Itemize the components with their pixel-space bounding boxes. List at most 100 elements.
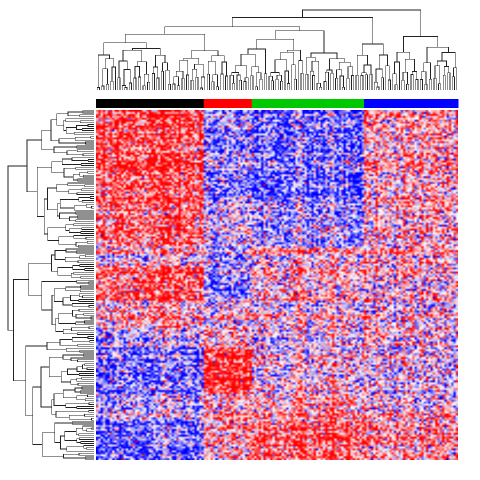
column-dendrogram-branch — [302, 9, 421, 37]
row-dendrogram-branch — [78, 433, 94, 437]
column-dendrogram-branch — [240, 53, 256, 67]
column-dendrogram-branch — [392, 73, 397, 90]
row-dendrogram-branch — [78, 308, 94, 312]
row-dendrogram-branch — [25, 345, 47, 417]
column-dendrogram-branch — [396, 51, 411, 62]
row-dendrogram-branch — [72, 309, 80, 317]
row-dendrogram-branch — [75, 313, 92, 319]
row-dendrogram-branch — [56, 203, 61, 217]
row-dendrogram-branch — [80, 441, 94, 444]
row-dendrogram-branch — [87, 240, 94, 244]
column-dendrogram-branch — [351, 75, 355, 90]
column-dendrogram-branch — [385, 65, 390, 90]
column-dendrogram-branch — [347, 66, 353, 79]
row-dendrogram-branch — [90, 135, 94, 139]
column-dendrogram-branch — [259, 78, 263, 90]
column-dendrogram-branch — [403, 36, 439, 53]
column-dendrogram-branch — [406, 84, 410, 90]
row-dendrogram-branch — [53, 393, 66, 406]
column-dendrogram-branch — [195, 76, 199, 90]
row-dendrogram-branch — [47, 227, 66, 241]
column-dendrogram-branch — [268, 75, 273, 90]
column-dendrogram-branch — [238, 79, 242, 90]
row-dendrogram-branch — [51, 161, 64, 174]
row-dendrogram-branch — [67, 182, 94, 187]
sample-group-2-bar — [203, 99, 253, 108]
row-dendrogram-branch — [58, 312, 76, 324]
column-dendrogram-branch — [104, 58, 115, 69]
column-dendrogram-branch — [250, 75, 254, 90]
sample-group-1-bar — [96, 99, 205, 108]
row-dendrogram-branch — [72, 173, 80, 181]
row-dendrogram-branch — [58, 236, 76, 245]
column-dendrogram-branch — [423, 62, 431, 80]
row-dendrogram-branch — [72, 337, 90, 342]
row-dendrogram-branch — [51, 399, 57, 415]
column-dendrogram-branch — [275, 78, 279, 90]
column-dendrogram-branch — [341, 86, 345, 90]
row-dendrogram-branch — [84, 456, 94, 460]
column-dendrogram-branch — [231, 82, 235, 90]
row-dendrogram-branch — [87, 394, 94, 398]
row-dendrogram-branch — [59, 339, 78, 346]
row-dendrogram-branch — [75, 219, 94, 223]
column-dendrogram-branch — [117, 77, 121, 90]
column-dendrogram-branch — [270, 72, 280, 77]
column-dendrogram-branch — [179, 59, 188, 76]
column-dendrogram-branch — [254, 86, 258, 90]
row-dendrogram-branch — [88, 326, 94, 330]
column-dendrogram-branch — [394, 61, 400, 90]
row-dendrogram-branch — [73, 223, 94, 227]
column-dendrogram-branch — [442, 74, 446, 90]
column-dendrogram-branch — [298, 60, 303, 90]
row-dendrogram-branch — [84, 268, 94, 271]
column-dendrogram-branch — [183, 57, 200, 65]
column-dendrogram-branch — [175, 70, 184, 79]
column-dendrogram-branch — [167, 83, 171, 90]
row-dendrogram-branch — [82, 174, 94, 178]
column-dendrogram-branch — [236, 74, 241, 90]
column-dendrogram-branch — [447, 72, 451, 90]
column-dendrogram-branch — [443, 66, 450, 76]
row-dendrogram-branch — [76, 366, 94, 372]
row-dendrogram-branch — [90, 316, 94, 320]
column-dendrogram-branch — [323, 81, 327, 90]
row-dendrogram-branch — [36, 166, 52, 217]
column-dendrogram-branch — [363, 64, 372, 75]
row-dendrogram-branch — [88, 410, 94, 413]
row-dendrogram-branch — [73, 132, 94, 135]
row-dendrogram-branch — [70, 294, 80, 301]
row-dendrogram-branch — [76, 395, 88, 401]
row-dendrogram-branch — [82, 128, 94, 131]
column-dendrogram-branch — [97, 54, 110, 88]
row-dendrogram-branch — [62, 297, 73, 306]
row-dendrogram-branch — [79, 289, 94, 293]
column-dendrogram-branch — [181, 77, 185, 90]
row-dendrogram-branch — [53, 288, 66, 302]
row-dendrogram-branch — [26, 139, 42, 193]
sample-group-3-bar — [251, 99, 365, 108]
column-dendrogram-branch — [231, 17, 374, 45]
row-dendrogram-branch — [71, 157, 94, 161]
column-dendrogram — [96, 9, 458, 90]
row-dendrogram-branch — [78, 293, 94, 298]
column-dendrogram-branch — [284, 70, 289, 90]
row-dendrogram-branch — [46, 342, 67, 351]
column-dendrogram-branch — [326, 69, 333, 74]
row-dendrogram-branch — [60, 199, 79, 209]
column-dendrogram-branch — [441, 52, 456, 68]
column-dendrogram-branch — [312, 75, 316, 90]
row-dendrogram-branch — [65, 286, 81, 292]
row-dendrogram-branch — [82, 110, 94, 114]
column-dendrogram-branch — [156, 77, 160, 90]
column-dendrogram-branch — [247, 48, 266, 74]
column-dendrogram-branch — [164, 26, 301, 35]
column-dendrogram-branch — [324, 71, 329, 90]
column-dendrogram-branch — [411, 71, 418, 80]
row-dendrogram-branch — [91, 417, 94, 421]
column-dendrogram-branch — [121, 85, 127, 90]
column-dendrogram-branch — [124, 34, 205, 51]
row-dendrogram-branch — [48, 356, 64, 378]
column-dendrogram-branch — [286, 50, 301, 61]
column-dendrogram-branch — [438, 83, 442, 90]
